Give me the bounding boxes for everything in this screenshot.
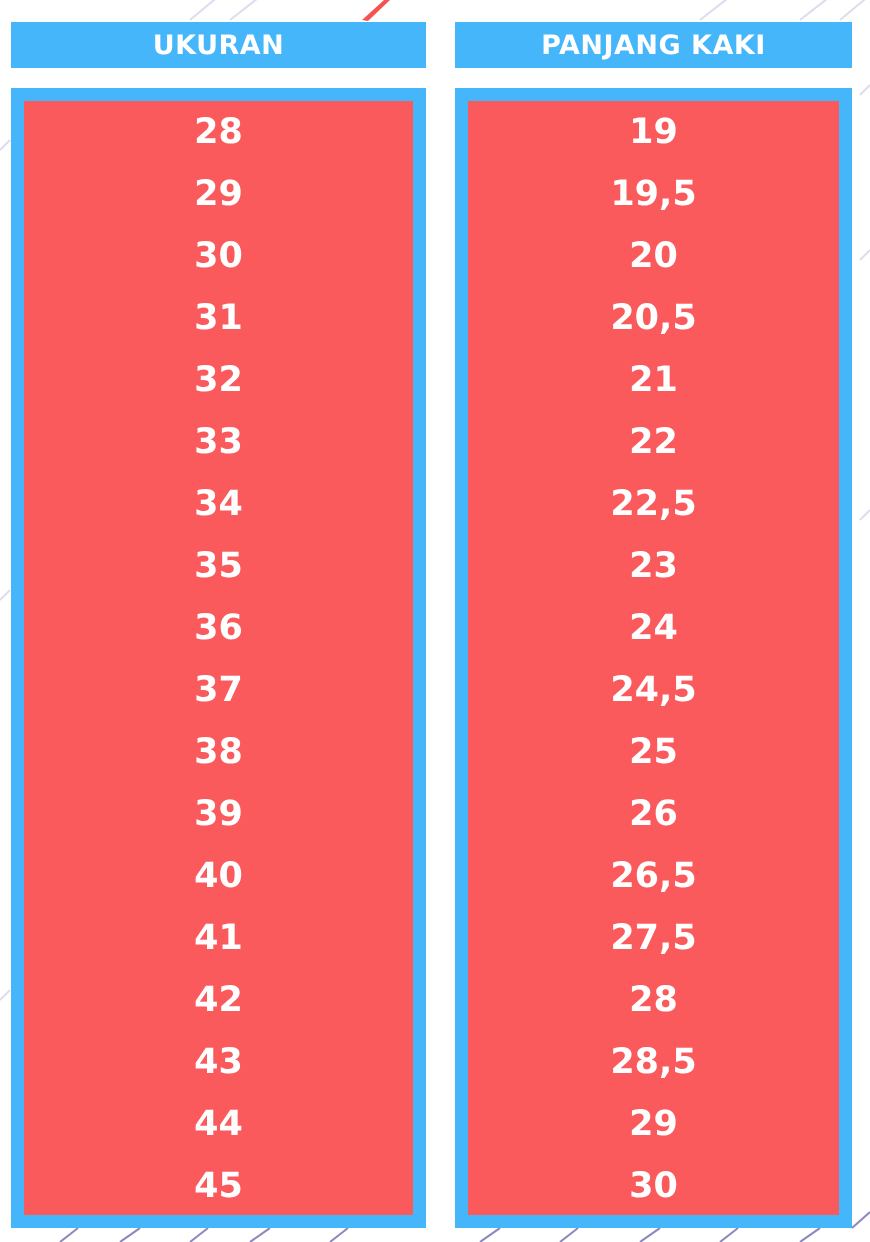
foot-length-value: 28,5 [610, 1042, 697, 1082]
size-value: 39 [194, 794, 243, 834]
size-column-title: UKURAN [152, 29, 285, 61]
size-value: 41 [194, 918, 243, 958]
size-value: 29 [194, 174, 243, 214]
size-column-frame: 28 29 30 31 32 33 34 35 36 37 38 39 40 4… [11, 88, 426, 1228]
foot-length-column-header: PANJANG KAKI [455, 22, 852, 68]
foot-length-column-frame: 19 19,5 20 20,5 21 22 22,5 23 24 24,5 25… [455, 88, 852, 1228]
foot-length-value: 25 [629, 732, 678, 772]
foot-length-column-title: PANJANG KAKI [541, 29, 766, 61]
foot-length-column-body: 19 19,5 20 20,5 21 22 22,5 23 24 24,5 25… [468, 101, 839, 1215]
foot-length-value: 26,5 [610, 856, 697, 896]
size-value: 32 [194, 360, 243, 400]
size-value: 37 [194, 670, 243, 710]
brush-accent-icon [362, 0, 390, 21]
size-value: 35 [194, 546, 243, 586]
size-column-body: 28 29 30 31 32 33 34 35 36 37 38 39 40 4… [24, 101, 413, 1215]
foot-length-value: 23 [629, 546, 678, 586]
size-value: 28 [194, 112, 243, 152]
foot-length-value: 20,5 [610, 298, 697, 338]
size-value: 33 [194, 422, 243, 462]
foot-length-value: 21 [629, 360, 678, 400]
size-value: 44 [194, 1104, 243, 1144]
foot-length-value: 19 [629, 112, 678, 152]
size-value: 34 [194, 484, 243, 524]
size-value: 36 [194, 608, 243, 648]
size-value: 42 [194, 980, 243, 1020]
foot-length-value: 22,5 [610, 484, 697, 524]
foot-length-value: 24 [629, 608, 678, 648]
size-value: 31 [194, 298, 243, 338]
foot-length-value: 20 [629, 236, 678, 276]
foot-length-value: 19,5 [610, 174, 697, 214]
foot-length-value: 26 [629, 794, 678, 834]
foot-length-value: 24,5 [610, 670, 697, 710]
foot-length-value: 30 [629, 1166, 678, 1206]
foot-length-value: 28 [629, 980, 678, 1020]
size-value: 45 [194, 1166, 243, 1206]
size-value: 43 [194, 1042, 243, 1082]
size-value: 38 [194, 732, 243, 772]
foot-length-value: 27,5 [610, 918, 697, 958]
size-value: 30 [194, 236, 243, 276]
size-column-header: UKURAN [11, 22, 426, 68]
size-value: 40 [194, 856, 243, 896]
foot-length-value: 22 [629, 422, 678, 462]
foot-length-value: 29 [629, 1104, 678, 1144]
